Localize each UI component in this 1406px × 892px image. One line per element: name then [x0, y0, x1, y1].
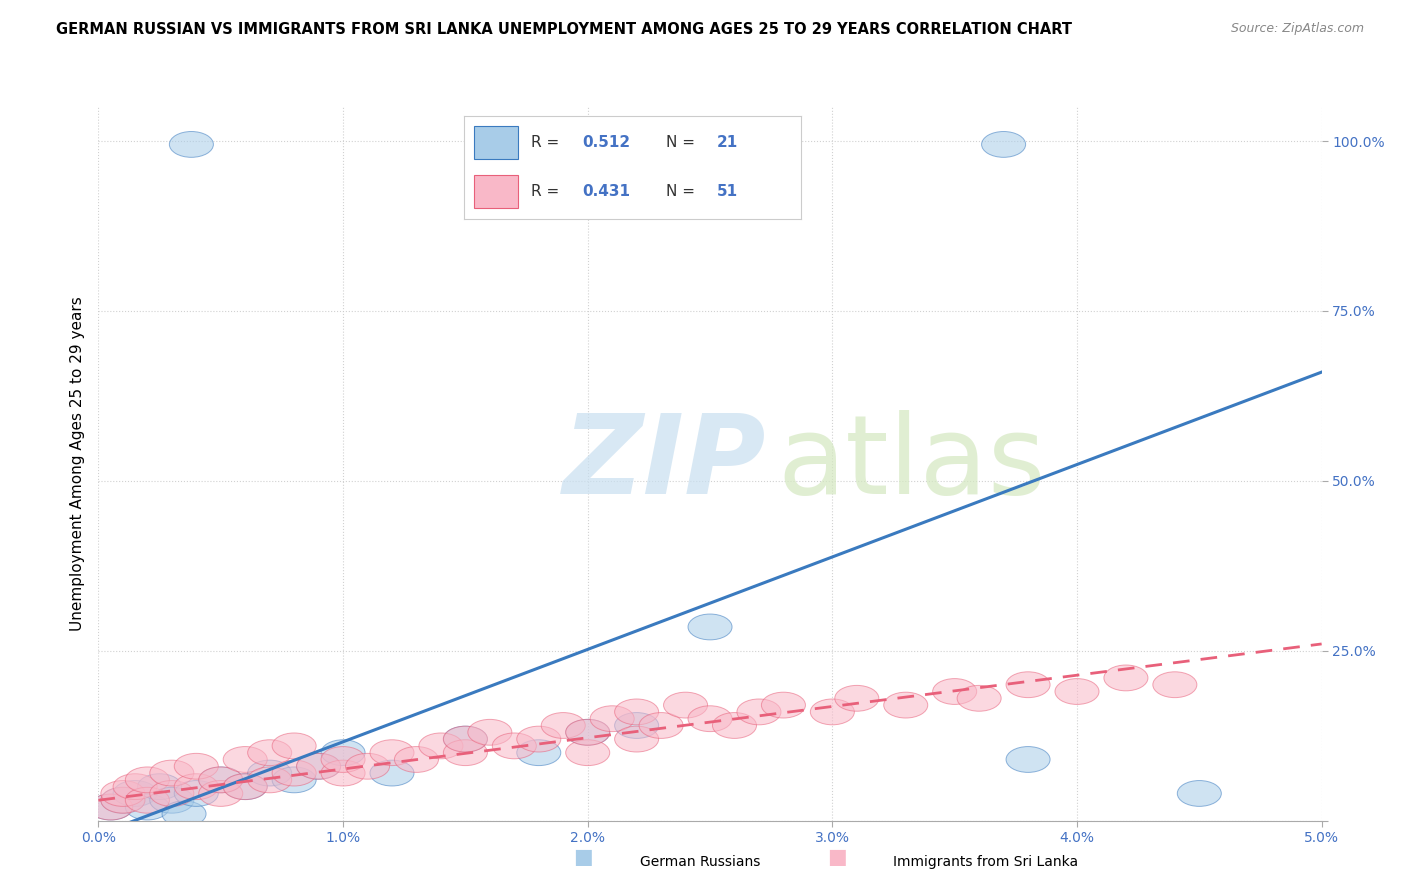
Ellipse shape: [1177, 780, 1222, 806]
Ellipse shape: [198, 780, 243, 806]
Ellipse shape: [138, 773, 181, 799]
Ellipse shape: [247, 767, 291, 793]
Ellipse shape: [737, 699, 780, 725]
Ellipse shape: [101, 780, 145, 806]
Ellipse shape: [162, 801, 207, 827]
Ellipse shape: [125, 788, 169, 814]
Text: N =: N =: [666, 185, 700, 200]
Ellipse shape: [297, 754, 340, 780]
Ellipse shape: [541, 713, 585, 739]
Ellipse shape: [169, 131, 214, 157]
Ellipse shape: [125, 794, 169, 820]
Ellipse shape: [346, 754, 389, 780]
Ellipse shape: [321, 760, 366, 786]
Bar: [474, 126, 517, 159]
Text: N =: N =: [666, 135, 700, 150]
Ellipse shape: [957, 685, 1001, 711]
Text: 0.512: 0.512: [582, 135, 630, 150]
Ellipse shape: [273, 767, 316, 793]
Ellipse shape: [614, 726, 658, 752]
Text: German Russians: German Russians: [640, 855, 761, 869]
Text: 51: 51: [717, 185, 738, 200]
Ellipse shape: [443, 739, 488, 765]
Ellipse shape: [1054, 679, 1099, 705]
Text: atlas: atlas: [778, 410, 1046, 517]
Ellipse shape: [174, 773, 218, 799]
Text: 0.431: 0.431: [582, 185, 630, 200]
Text: R =: R =: [531, 135, 565, 150]
Ellipse shape: [150, 788, 194, 814]
Ellipse shape: [664, 692, 707, 718]
Ellipse shape: [297, 754, 340, 780]
Ellipse shape: [468, 719, 512, 745]
Ellipse shape: [419, 733, 463, 759]
Text: 21: 21: [717, 135, 738, 150]
Ellipse shape: [89, 794, 132, 820]
Ellipse shape: [150, 780, 194, 806]
Ellipse shape: [150, 760, 194, 786]
Ellipse shape: [112, 773, 157, 799]
Ellipse shape: [565, 719, 610, 745]
Text: ■: ■: [574, 847, 593, 867]
Ellipse shape: [174, 754, 218, 780]
Ellipse shape: [565, 719, 610, 745]
Ellipse shape: [198, 767, 243, 793]
Ellipse shape: [1104, 665, 1147, 690]
Ellipse shape: [688, 614, 733, 640]
Ellipse shape: [762, 692, 806, 718]
Ellipse shape: [517, 739, 561, 765]
Ellipse shape: [614, 699, 658, 725]
Ellipse shape: [224, 773, 267, 799]
Ellipse shape: [395, 747, 439, 772]
Text: GERMAN RUSSIAN VS IMMIGRANTS FROM SRI LANKA UNEMPLOYMENT AMONG AGES 25 TO 29 YEA: GERMAN RUSSIAN VS IMMIGRANTS FROM SRI LA…: [56, 22, 1073, 37]
Ellipse shape: [713, 713, 756, 739]
Ellipse shape: [884, 692, 928, 718]
Ellipse shape: [443, 726, 488, 752]
Ellipse shape: [174, 780, 218, 806]
Ellipse shape: [198, 767, 243, 793]
Ellipse shape: [1007, 747, 1050, 772]
Ellipse shape: [614, 713, 658, 739]
Ellipse shape: [1153, 672, 1197, 698]
Ellipse shape: [565, 739, 610, 765]
Ellipse shape: [101, 788, 145, 814]
Ellipse shape: [443, 726, 488, 752]
Ellipse shape: [591, 706, 634, 731]
Ellipse shape: [273, 733, 316, 759]
Ellipse shape: [224, 747, 267, 772]
Ellipse shape: [89, 794, 132, 820]
Ellipse shape: [273, 760, 316, 786]
Ellipse shape: [125, 767, 169, 793]
Text: ■: ■: [827, 847, 846, 867]
Ellipse shape: [321, 739, 366, 765]
Ellipse shape: [224, 773, 267, 799]
Ellipse shape: [810, 699, 855, 725]
Ellipse shape: [517, 726, 561, 752]
Text: ZIP: ZIP: [564, 410, 766, 517]
Text: R =: R =: [531, 185, 565, 200]
Y-axis label: Unemployment Among Ages 25 to 29 years: Unemployment Among Ages 25 to 29 years: [69, 296, 84, 632]
Ellipse shape: [688, 706, 733, 731]
Ellipse shape: [101, 788, 145, 814]
Ellipse shape: [247, 760, 291, 786]
Ellipse shape: [370, 760, 413, 786]
Ellipse shape: [932, 679, 977, 705]
Ellipse shape: [835, 685, 879, 711]
Ellipse shape: [370, 739, 413, 765]
Ellipse shape: [247, 739, 291, 765]
Ellipse shape: [321, 747, 366, 772]
Ellipse shape: [112, 780, 157, 806]
Ellipse shape: [492, 733, 536, 759]
Text: Immigrants from Sri Lanka: Immigrants from Sri Lanka: [893, 855, 1078, 869]
Bar: [474, 176, 517, 208]
Ellipse shape: [640, 713, 683, 739]
Ellipse shape: [1007, 672, 1050, 698]
Ellipse shape: [981, 131, 1025, 157]
Text: Source: ZipAtlas.com: Source: ZipAtlas.com: [1230, 22, 1364, 36]
